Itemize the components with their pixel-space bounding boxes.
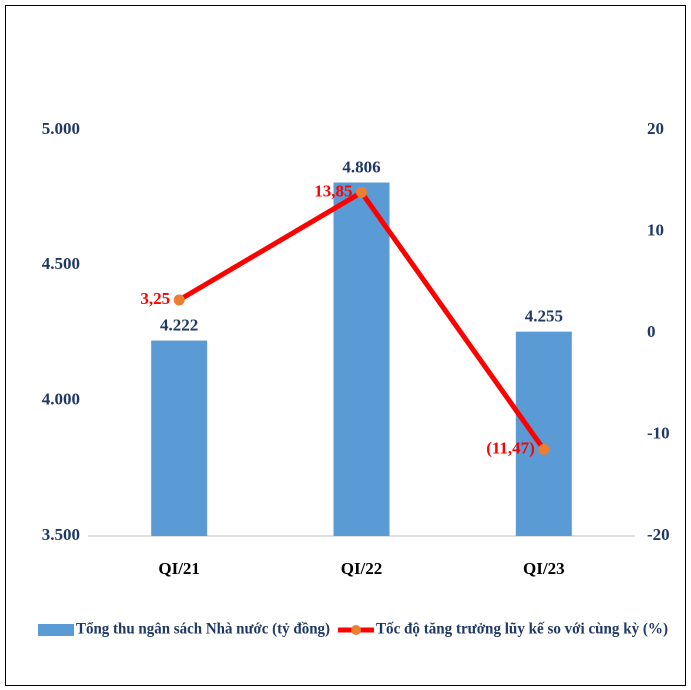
- x-tick-label: QI/23: [523, 559, 565, 578]
- y2-tick-label: -10: [647, 423, 670, 442]
- y-tick-label: 3.500: [42, 525, 80, 544]
- y-tick-label: 5.000: [42, 119, 80, 138]
- marker: [356, 186, 367, 198]
- y-tick-label: 4.500: [42, 254, 80, 273]
- data-label: 4.222: [160, 315, 198, 334]
- bar: [333, 182, 390, 536]
- bar: [515, 331, 572, 536]
- y-tick-label: 4.000: [42, 390, 80, 409]
- marker: [173, 294, 185, 306]
- legend-label: Tốc độ tăng trưởng lũy kế so với cùng kỳ…: [376, 621, 668, 638]
- legend-marker: [351, 625, 361, 635]
- data-label: 3,25: [140, 289, 170, 308]
- y2-tick-label: 0: [647, 322, 656, 341]
- bar: [151, 340, 208, 536]
- data-label: 4.806: [342, 157, 380, 176]
- data-label: (11,47): [486, 438, 535, 457]
- x-tick-label: QI/21: [158, 559, 200, 578]
- legend-swatch: [38, 624, 74, 636]
- data-label: 13,85: [314, 181, 352, 200]
- legend-label: Tổng thu ngân sách Nhà nước (tỷ đồng): [76, 621, 330, 638]
- x-tick-label: QI/22: [341, 559, 383, 578]
- y2-tick-label: 20: [647, 119, 664, 138]
- y2-tick-label: 10: [647, 220, 664, 239]
- marker: [538, 443, 550, 455]
- data-label: 4.255: [525, 307, 563, 326]
- y2-tick-label: -20: [647, 525, 670, 544]
